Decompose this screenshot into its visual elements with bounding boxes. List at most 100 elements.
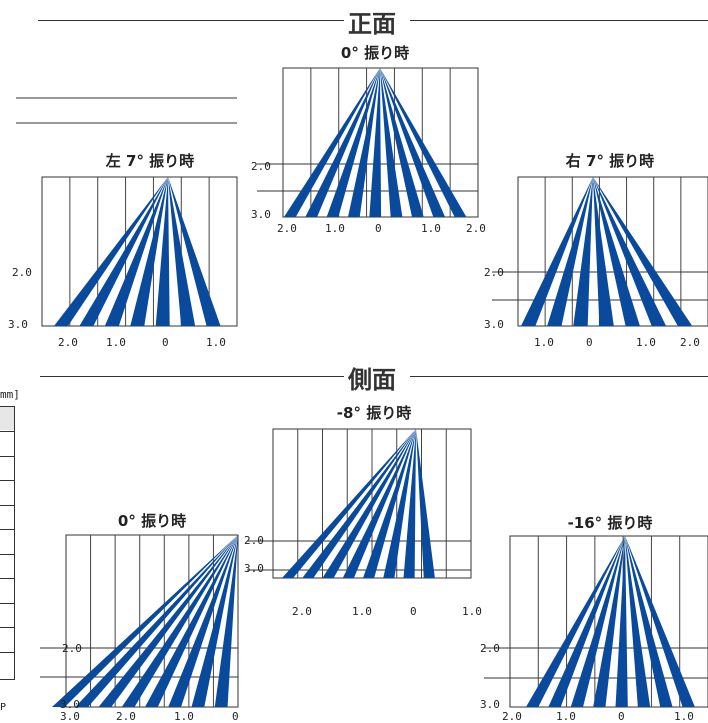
y-tick-label: 3.0	[251, 208, 271, 221]
beam-wedge	[416, 429, 435, 578]
y-tick-label: 3.0	[60, 698, 80, 711]
beam-wedge	[593, 177, 614, 326]
x-tick-label: 1.0	[352, 605, 372, 618]
beam-wedge	[104, 177, 168, 326]
table-row-line	[0, 553, 14, 555]
x-tick-label: 3.0	[60, 710, 80, 723]
x-tick-label: 0	[586, 336, 593, 349]
unit-label: mm]	[0, 388, 20, 401]
beam-wedge	[282, 429, 416, 578]
beam-wedge	[593, 177, 640, 326]
y-tick-label: 2.0	[480, 642, 500, 655]
panel-title: -8° 振り時	[336, 404, 412, 422]
x-tick-label: 0	[232, 710, 239, 723]
beam-wedge	[75, 535, 238, 707]
beam-wedge	[615, 536, 628, 707]
x-tick-label: 2.0	[292, 605, 312, 618]
x-tick-label: 1.0	[462, 605, 482, 618]
beam-wedge	[363, 429, 416, 578]
beam-wedge	[548, 536, 625, 707]
grid-frame	[272, 428, 472, 579]
table-row-line	[0, 455, 14, 457]
y-tick-label: 3.0	[244, 562, 264, 575]
x-tick-label: 1.0	[636, 336, 656, 349]
beam-wedge	[326, 68, 380, 217]
beam-wedge	[54, 177, 168, 326]
grid-frame	[517, 176, 708, 327]
beam-wedge	[342, 429, 416, 578]
front-section-rule-right	[410, 20, 708, 21]
side-section-rule-left	[40, 376, 344, 377]
beam-wedge	[403, 429, 416, 578]
beam-wedge	[168, 177, 221, 326]
beam-wedge	[168, 177, 196, 326]
front-section-rule-left	[38, 20, 344, 21]
x-tick-label: 1.0	[206, 336, 226, 349]
beam-wedge	[214, 535, 238, 707]
beam-wedge	[570, 536, 625, 707]
grid-frame	[41, 176, 238, 327]
table-row-line	[0, 651, 14, 653]
panel-title: 左 7° 振り時	[105, 152, 195, 170]
beam-wedge	[52, 535, 238, 707]
y-tick-label: 3.0	[480, 698, 500, 711]
x-tick-label: 0	[618, 710, 625, 723]
grid-frame	[509, 535, 708, 708]
beam-wedge	[98, 535, 238, 707]
spec-table	[0, 406, 15, 680]
beam-wedge	[547, 177, 593, 326]
y-tick-label: 2.0	[251, 160, 271, 173]
table-row-line	[0, 529, 14, 530]
beam-wedge	[130, 177, 168, 326]
x-tick-label: 0	[410, 605, 417, 618]
beam-wedge	[625, 536, 651, 707]
beam-wedge	[121, 535, 238, 707]
y-tick-label: 2.0	[12, 266, 32, 279]
beam-wedge	[369, 68, 382, 217]
beam-wedge	[625, 536, 673, 707]
x-tick-label: 1.0	[106, 336, 126, 349]
beam-wedge	[573, 177, 593, 326]
beam-wedge	[155, 177, 170, 326]
x-tick-label: 2.0	[58, 336, 78, 349]
beam-wedge	[284, 68, 380, 217]
y-tick-label: 3.0	[8, 318, 28, 331]
beam-wedge	[380, 68, 403, 217]
panel-title: 0° 振り時	[117, 512, 187, 530]
table-row-line	[0, 480, 14, 481]
beam-wedge	[79, 177, 168, 326]
x-tick-label: 1.0	[421, 222, 441, 235]
beam-wedge	[625, 536, 695, 707]
beam-wedge	[191, 535, 238, 707]
panel-title: 0° 振り時	[340, 44, 410, 62]
x-tick-label: 2.0	[116, 710, 136, 723]
x-tick-label: 2.0	[466, 222, 486, 235]
beam-wedge	[322, 429, 416, 578]
panel-title: 右 7° 振り時	[565, 152, 655, 170]
x-tick-label: 1.0	[174, 710, 194, 723]
side-section-rule-right	[410, 376, 708, 377]
table-row-line	[0, 602, 14, 604]
x-tick-label: 2.0	[502, 710, 522, 723]
beam-wedge	[348, 68, 380, 217]
beam-wedge	[305, 68, 380, 217]
beam-wedge	[380, 68, 467, 217]
table-row-line	[0, 504, 14, 506]
y-tick-label: 2.0	[62, 642, 82, 655]
y-tick-label: 2.0	[244, 534, 264, 547]
table-footnote-mark: P	[0, 702, 7, 713]
beam-wedge	[593, 177, 667, 326]
x-tick-label: 1.0	[556, 710, 576, 723]
side-section-title: 側面	[344, 360, 400, 395]
front-section-title: 正面	[344, 4, 400, 39]
beam-wedge	[593, 536, 625, 707]
table-header-cell	[0, 406, 14, 430]
x-tick-label: 0	[162, 336, 169, 349]
grid-frame	[282, 67, 479, 218]
x-tick-label: 2.0	[680, 336, 700, 349]
table-row-line	[0, 431, 14, 432]
panel-title: -16° 振り時	[567, 514, 653, 532]
y-tick-label: 2.0	[484, 266, 504, 279]
x-tick-label: 0	[375, 222, 382, 235]
grid-frame	[65, 534, 239, 708]
